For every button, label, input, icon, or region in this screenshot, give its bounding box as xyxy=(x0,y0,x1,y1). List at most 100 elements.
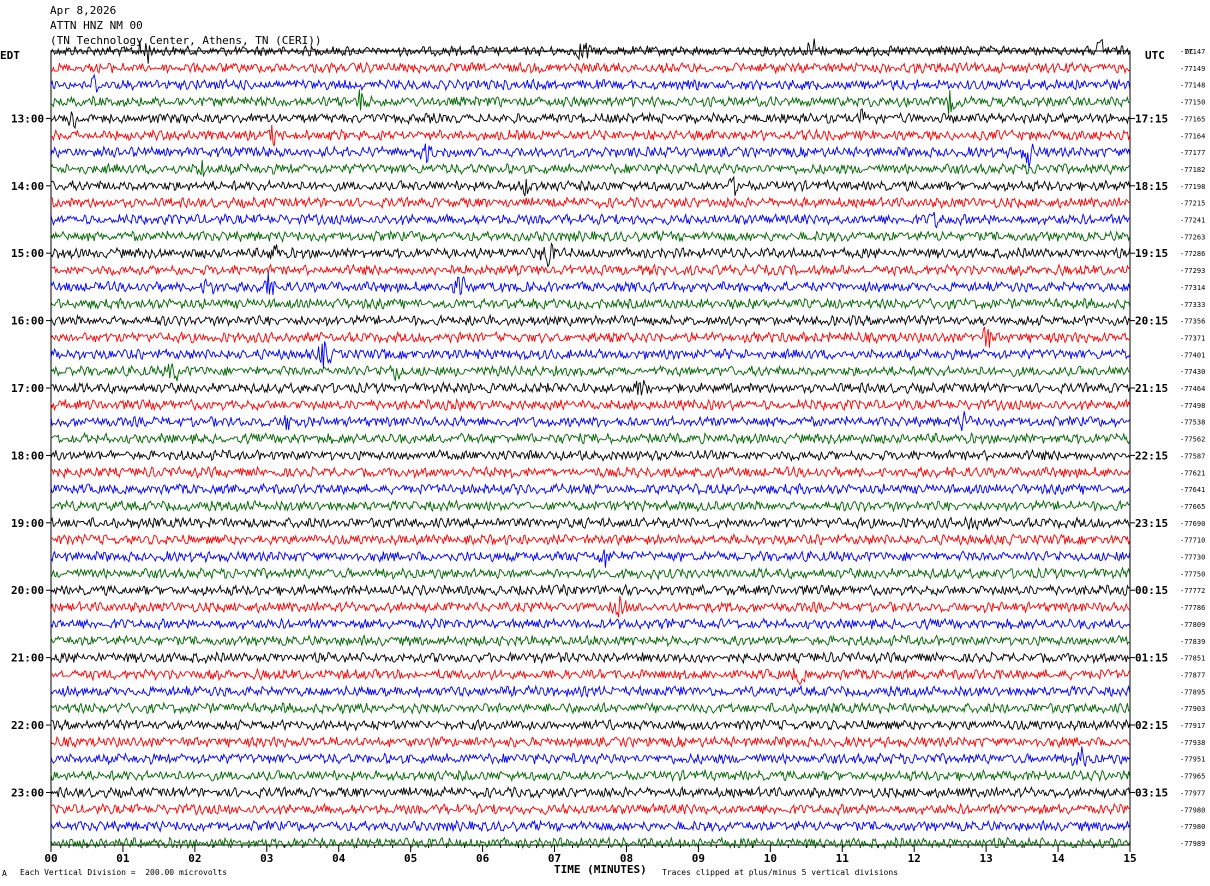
right-hour-label: 17:15 xyxy=(1135,112,1168,125)
right-hour-label: 01:15 xyxy=(1135,652,1168,665)
dc-offset-label: -77148 xyxy=(1180,82,1205,90)
left-hour-label: 21:00 xyxy=(11,652,44,665)
seismic-trace xyxy=(50,313,1131,328)
x-tick-label: 05 xyxy=(404,852,417,865)
dc-offset-label: -77215 xyxy=(1180,200,1205,208)
clipping-note: Traces clipped at plus/minus 5 vertical … xyxy=(662,868,899,877)
x-tick-label: 03 xyxy=(260,852,273,865)
x-tick-label: 10 xyxy=(764,852,777,865)
seismic-trace xyxy=(50,835,1131,850)
dc-offset-label: -77980 xyxy=(1180,806,1205,814)
plot-date: Apr 8,2026 xyxy=(50,4,117,17)
seismic-trace xyxy=(50,297,1131,311)
x-tick-label: 06 xyxy=(476,852,490,865)
seismic-trace xyxy=(50,617,1131,631)
seismic-trace xyxy=(50,701,1131,715)
scale-note: Each Vertical Division = 200.00 microvol… xyxy=(20,868,228,877)
x-tick-label: 11 xyxy=(836,852,850,865)
dc-offset-label: -77149 xyxy=(1180,65,1205,73)
right-hour-label: 21:15 xyxy=(1135,382,1168,395)
dc-offset-label: -77951 xyxy=(1180,756,1205,764)
seismic-trace xyxy=(50,482,1131,496)
right-hour-label: 03:15 xyxy=(1135,786,1168,799)
right-hour-label: 20:15 xyxy=(1135,315,1168,328)
seismic-trace xyxy=(50,596,1131,618)
seismic-trace xyxy=(50,533,1131,547)
right-hour-label: 00:15 xyxy=(1135,584,1168,597)
right-hour-label: 02:15 xyxy=(1135,719,1168,732)
local-timezone-label: EDT xyxy=(0,49,20,62)
utc-timezone-label: UTC xyxy=(1145,49,1165,62)
seismic-trace xyxy=(50,272,1131,296)
dc-offset-label: -77917 xyxy=(1180,722,1205,730)
right-hour-label: 18:15 xyxy=(1135,180,1168,193)
dc-offset-label: -77809 xyxy=(1180,621,1205,629)
left-hour-label: 20:00 xyxy=(11,584,44,597)
right-hour-label: 23:15 xyxy=(1135,517,1168,530)
seismic-trace xyxy=(50,819,1131,833)
dc-offset-label: -77165 xyxy=(1180,115,1205,123)
dc-offset-label: -77641 xyxy=(1180,486,1205,494)
seismic-trace xyxy=(50,411,1131,431)
dc-offset-label: -77198 xyxy=(1180,183,1205,191)
dc-offset-label: -77965 xyxy=(1180,773,1205,781)
seismic-trace xyxy=(50,785,1131,800)
x-tick-label: 12 xyxy=(908,852,921,865)
station-location: (TN Technology Center, Athens, TN (CERI)… xyxy=(50,34,322,47)
station-code: ATTN HNZ NM 00 xyxy=(50,19,143,32)
seismic-trace xyxy=(50,108,1131,130)
seismic-trace xyxy=(50,768,1131,783)
seismic-trace xyxy=(50,735,1131,749)
x-tick-label: 09 xyxy=(692,852,705,865)
dc-offset-label: -77538 xyxy=(1180,419,1205,427)
dc-offset-label: -77263 xyxy=(1180,233,1205,241)
seismic-trace xyxy=(50,634,1131,648)
dc-offset-label: -77371 xyxy=(1180,334,1205,342)
seismic-trace xyxy=(50,583,1131,597)
seismic-trace xyxy=(50,651,1130,665)
seismic-trace xyxy=(50,73,1131,93)
seismic-trace xyxy=(50,38,1131,64)
x-tick-label: 15 xyxy=(1123,852,1136,865)
dc-offset-label: -77750 xyxy=(1180,570,1205,578)
dc-offset-label: -77938 xyxy=(1180,739,1205,747)
seismic-trace xyxy=(50,515,1131,531)
left-hour-label: 13:00 xyxy=(11,112,44,125)
dc-offset-label: -77587 xyxy=(1180,452,1205,460)
seismic-trace xyxy=(50,398,1131,412)
dc-offset-label: -77562 xyxy=(1180,436,1205,444)
left-hour-label: 22:00 xyxy=(11,719,44,732)
x-tick-label: 01 xyxy=(116,852,130,865)
x-tick-label: 04 xyxy=(332,852,346,865)
x-tick-label: 13 xyxy=(980,852,993,865)
dc-offset-label: -77182 xyxy=(1180,166,1205,174)
footer-mark: A xyxy=(2,869,7,878)
seismic-trace xyxy=(50,89,1130,114)
seismic-trace xyxy=(50,448,1131,463)
dc-offset-label: -77903 xyxy=(1180,705,1205,713)
seismic-trace xyxy=(50,465,1131,480)
seismic-trace xyxy=(50,124,1131,147)
seismic-trace xyxy=(50,242,1131,268)
right-hour-label: 22:15 xyxy=(1135,449,1168,462)
dc-offset-label: -77980 xyxy=(1180,823,1205,831)
seismic-trace xyxy=(50,746,1131,767)
left-hour-label: 15:00 xyxy=(11,247,44,260)
dc-offset-label: -77851 xyxy=(1180,655,1205,663)
dc-offset-label: -77293 xyxy=(1180,267,1205,275)
dc-offset-label: -77498 xyxy=(1180,402,1205,410)
seismic-trace xyxy=(50,326,1130,348)
dc-offset-label: -77333 xyxy=(1180,301,1205,309)
dc-offset-label: -77772 xyxy=(1180,587,1205,595)
right-hour-label: 19:15 xyxy=(1135,247,1168,260)
dc-offset-label: -77401 xyxy=(1180,351,1205,359)
seismic-trace xyxy=(50,431,1131,446)
x-tick-label: 02 xyxy=(188,852,201,865)
dc-offset-label: -77690 xyxy=(1180,520,1205,528)
x-tick-label: 14 xyxy=(1051,852,1065,865)
dc-offset-label: -77314 xyxy=(1180,284,1205,292)
seismic-trace xyxy=(50,379,1131,396)
dc-offset-label: -77989 xyxy=(1180,840,1205,848)
dc-offset-label: -77730 xyxy=(1180,554,1205,562)
